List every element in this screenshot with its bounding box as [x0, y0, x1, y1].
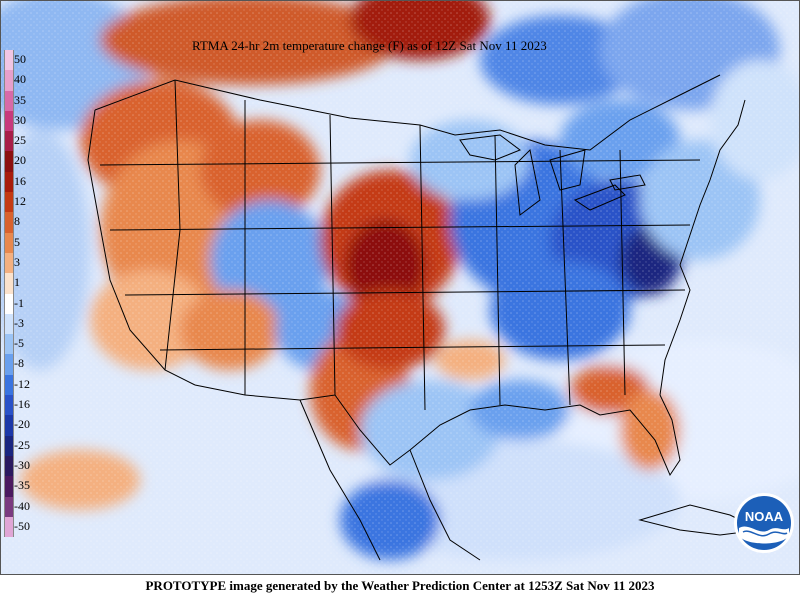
colorbar-row: -25: [2, 435, 44, 456]
colorbar-label: 8: [14, 214, 20, 229]
colorbar-label: 12: [14, 194, 26, 209]
colorbar-swatch: [4, 171, 14, 193]
noaa-logo-icon: NOAA: [733, 492, 795, 554]
colorbar-label: -30: [14, 457, 30, 472]
colorbar-swatch: [4, 252, 14, 274]
map-title: RTMA 24-hr 2m temperature change (F) as …: [192, 38, 547, 53]
colorbar-label: -25: [14, 437, 30, 452]
colorbar-label: -35: [14, 478, 30, 493]
colorbar-swatch: [4, 455, 14, 477]
colorbar-label: 5: [14, 234, 20, 249]
colorbar-row: -5: [2, 334, 44, 355]
colorbar-label: 30: [14, 112, 26, 127]
colorbar-swatch: [4, 435, 14, 456]
colorbar-row: -50: [2, 516, 44, 538]
colorbar-label: 20: [14, 153, 26, 168]
colorbar-row: 40: [2, 70, 44, 91]
colorbar-row: -8: [2, 354, 44, 375]
colorbar-label: -3: [14, 315, 24, 330]
colorbar-row: -35: [2, 476, 44, 497]
colorbar-swatch: [4, 90, 14, 111]
colorbar-swatch: [4, 50, 14, 71]
footer-caption: PROTOTYPE image generated by the Weather…: [145, 578, 655, 593]
colorbar-row: -40: [2, 496, 44, 517]
colorbar-swatch: [4, 516, 14, 538]
colorbar-swatch: [4, 395, 14, 416]
colorbar-row: 8: [2, 212, 44, 233]
colorbar-row: 12: [2, 192, 44, 213]
colorbar-row: 16: [2, 171, 44, 193]
colorbar-row: -1: [2, 293, 44, 314]
colorbar-row: 35: [2, 90, 44, 111]
colorbar-swatch: [4, 374, 14, 396]
colorbar-label: -5: [14, 336, 24, 351]
colorbar-row: -30: [2, 455, 44, 477]
colorbar-swatch: [4, 131, 14, 152]
temperature-change-map: [0, 0, 800, 575]
colorbar-swatch: [4, 232, 14, 253]
field-texture: [0, 0, 800, 575]
colorbar-row: 5: [2, 232, 44, 253]
colorbar-swatch: [4, 476, 14, 497]
colorbar-label: 25: [14, 133, 26, 148]
colorbar-label: -1: [14, 295, 24, 310]
colorbar-row: -12: [2, 374, 44, 396]
colorbar-row: 1: [2, 273, 44, 294]
colorbar-swatch: [4, 151, 14, 172]
colorbar-swatch: [4, 70, 14, 91]
colorbar-swatch: [4, 293, 14, 314]
colorbar-swatch: [4, 354, 14, 375]
logo-text: NOAA: [745, 509, 784, 524]
colorbar-label: 40: [14, 72, 26, 87]
colorbar-label: -12: [14, 376, 30, 391]
colorbar-row: 25: [2, 131, 44, 152]
colorbar-label: 35: [14, 92, 26, 107]
colorbar-label: 50: [14, 52, 26, 66]
colorbar-swatch: [4, 192, 14, 213]
colorbar-label: -16: [14, 397, 30, 412]
colorbar-label: 16: [14, 173, 26, 188]
colorbar-row: -16: [2, 395, 44, 416]
colorbar-label: 1: [14, 275, 20, 290]
colorbar-label: -20: [14, 417, 30, 432]
political-borders: [87, 74, 762, 561]
colorbar-row: -20: [2, 415, 44, 436]
colorbar-swatch: [4, 496, 14, 517]
colorbar-swatch: [4, 313, 14, 335]
colorbar-swatch: [4, 415, 14, 436]
colorbar-label: -40: [14, 498, 30, 513]
colorbar-legend: 50 40 35 30 25 20 16 12 8 5 3 1 -1 -3 -5 -8 -12 -16 -20 -25…: [2, 50, 44, 538]
colorbar-label: -8: [14, 356, 24, 371]
colorbar-swatch: [4, 212, 14, 233]
colorbar-swatch: [4, 110, 14, 132]
colorbar-label: -50: [14, 518, 30, 533]
colorbar-swatch: [4, 273, 14, 294]
colorbar-swatch: [4, 334, 14, 355]
colorbar-row: 30: [2, 110, 44, 132]
colorbar-row: -3: [2, 313, 44, 335]
colorbar-row: 3: [2, 252, 44, 274]
colorbar-row: 50: [2, 50, 44, 71]
colorbar-row: 20: [2, 151, 44, 172]
colorbar-label: 3: [14, 254, 20, 269]
